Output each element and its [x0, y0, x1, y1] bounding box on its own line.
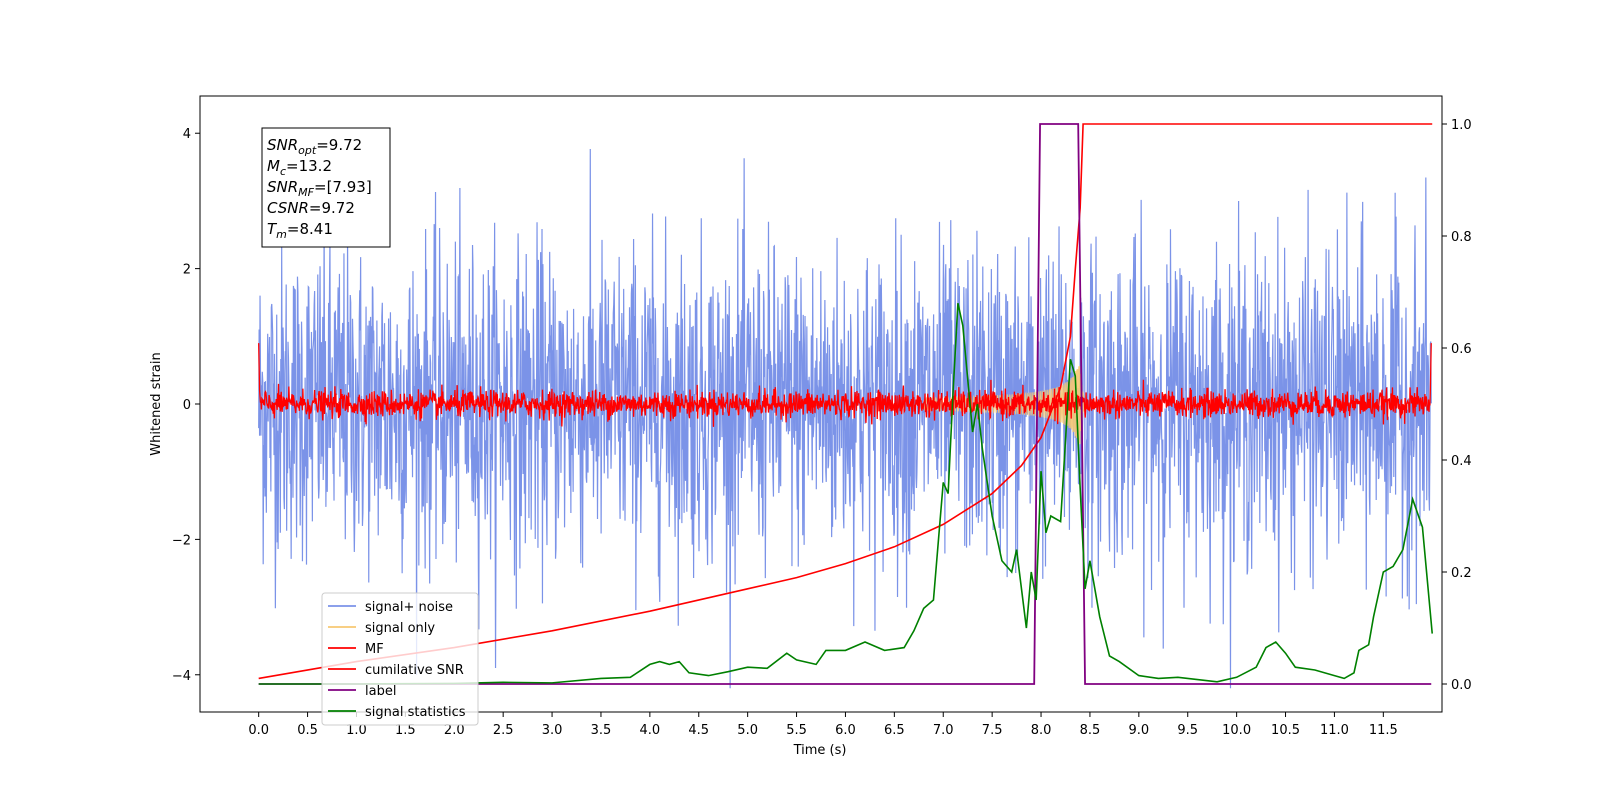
annotation-sub: c — [280, 165, 286, 178]
annotation-value: =13.2 — [286, 157, 332, 175]
x-tick-label: 0.5 — [297, 723, 318, 738]
x-tick-label: 3.5 — [591, 723, 612, 738]
legend-entry: cumilative SNR — [365, 663, 464, 678]
x-tick-label: 1.0 — [346, 723, 367, 738]
x-tick-label: 10.0 — [1222, 723, 1251, 738]
x-tick-label: 10.5 — [1271, 723, 1300, 738]
series-signal-statistics — [258, 303, 1434, 685]
x-tick-label: 6.0 — [835, 723, 856, 738]
x-axis-ticks: 0.0 0.5 1.0 1.5 2.0 2.5 3.0 3.5 4.0 4.5 5.0 5.5 6.0 6… — [248, 712, 1398, 738]
legend-entry: label — [365, 684, 396, 699]
y2-tick-label: 0.2 — [1451, 566, 1472, 581]
legend-entry: signal statistics — [365, 705, 466, 720]
x-tick-label: 7.5 — [982, 723, 1003, 738]
y-tick-label: 0 — [183, 398, 191, 413]
series-label — [258, 123, 1432, 685]
annotation-box: SNRopt=9.72Mc=13.2SNRMF=[7.93]CSNR=9.72T… — [261, 127, 391, 248]
annotation-var: T — [267, 220, 278, 238]
y-axis-label: Whitened strain — [149, 352, 164, 455]
x-tick-label: 11.5 — [1369, 723, 1398, 738]
annotation-var: CSNR — [267, 199, 309, 217]
x-tick-label: 7.0 — [933, 723, 954, 738]
x-tick-label: 5.5 — [786, 723, 807, 738]
y-tick-label: −2 — [172, 533, 191, 548]
annotation-var: SNR — [267, 136, 298, 154]
x-tick-label: 8.0 — [1031, 723, 1052, 738]
x-tick-label: 6.5 — [884, 723, 905, 738]
x-tick-label: 0.0 — [248, 723, 269, 738]
y2-tick-label: 0.4 — [1451, 454, 1472, 469]
legend-entry: signal only — [365, 621, 435, 636]
x-tick-label: 4.0 — [640, 723, 661, 738]
y2-tick-label: 0.6 — [1451, 342, 1472, 357]
y2-tick-label: 1.0 — [1451, 118, 1472, 133]
y2-tick-label: 0.0 — [1451, 678, 1472, 693]
annotation-value: =[7.93] — [314, 178, 372, 196]
annotation-sub: opt — [298, 144, 317, 157]
series-cumulative-snr — [258, 123, 1433, 680]
x-tick-label: 9.5 — [1177, 723, 1198, 738]
series-signal-noise — [258, 149, 1432, 689]
annotation-var: M — [267, 157, 280, 175]
y2-axis-ticks: 1.0 0.8 0.6 0.4 0.2 0.0 — [1442, 118, 1472, 693]
legend-entry: MF — [365, 642, 384, 657]
x-tick-label: 8.5 — [1080, 723, 1101, 738]
annotation-line: SNRMF=[7.93] — [267, 178, 372, 199]
y2-tick-label: 0.8 — [1451, 230, 1472, 245]
x-tick-label: 5.0 — [737, 723, 758, 738]
annotation-sub: MF — [298, 186, 314, 199]
x-tick-label: 2.5 — [493, 723, 514, 738]
y-tick-label: 2 — [183, 263, 191, 278]
legend: signal+ noise signal only MF cumilative SNR… — [321, 592, 479, 726]
annotation-sub: m — [276, 228, 287, 241]
annotation-value: =8.41 — [287, 220, 333, 238]
legend-entry: signal+ noise — [365, 600, 453, 615]
annotation-line: Mc=13.2 — [267, 157, 332, 178]
y-tick-label: 4 — [183, 127, 191, 142]
legend-frame — [321, 592, 479, 726]
y-tick-label: −4 — [172, 669, 191, 684]
series-mf — [258, 343, 1432, 427]
x-tick-label: 1.5 — [395, 723, 416, 738]
series-layer — [258, 123, 1434, 689]
annotation-line: SNRopt=9.72 — [267, 136, 362, 157]
annotation-value: =9.72 — [309, 199, 355, 217]
x-tick-label: 11.0 — [1320, 723, 1349, 738]
annotation-var: SNR — [267, 178, 298, 196]
annotation-line: CSNR=9.72 — [267, 199, 355, 217]
x-tick-label: 2.0 — [444, 723, 465, 738]
y-axis-ticks: 4 2 0 −2 −4 — [172, 127, 200, 684]
annotation-line: Tm=8.41 — [267, 220, 333, 241]
annotation-value: =9.72 — [316, 136, 362, 154]
x-tick-label: 9.0 — [1128, 723, 1149, 738]
x-tick-label: 4.5 — [688, 723, 709, 738]
x-tick-label: 3.0 — [542, 723, 563, 738]
x-axis-label: Time (s) — [793, 743, 847, 758]
